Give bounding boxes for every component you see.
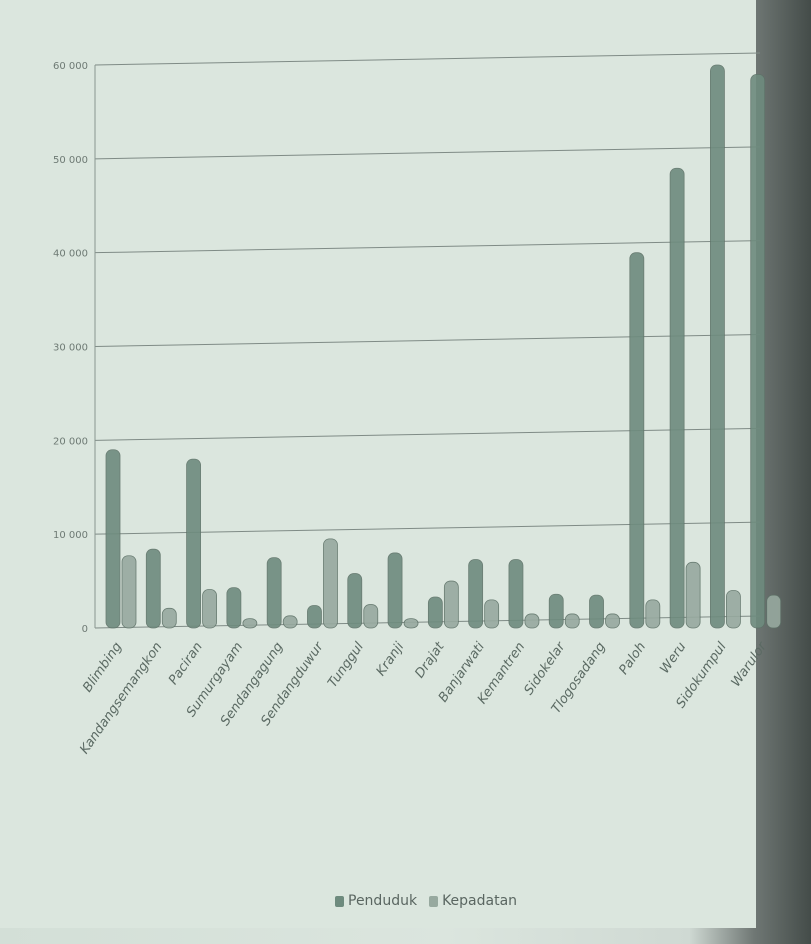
bar-kepadatan-kranji [403, 618, 419, 629]
bar-kepadatan-sumurgayam [242, 618, 258, 629]
bar-penduduk-blimbing [105, 449, 121, 629]
x-tick-label: Kandangsemangkon [77, 640, 165, 757]
bar-penduduk-paloh [629, 252, 645, 629]
bar-kepadatan-sidokumpul [726, 590, 741, 629]
bar-kepadatan-warulor [766, 594, 782, 629]
bar-penduduk-sumurgayam [226, 587, 242, 629]
bar-kepadatan-paloh [645, 599, 661, 629]
x-tick-label: Tunggul [325, 639, 367, 690]
bar-penduduk-drajat [427, 596, 443, 629]
x-tick-label: Paciran [166, 640, 206, 688]
bar-penduduk-sendangagung [266, 557, 282, 629]
bar-penduduk-tunggul [347, 573, 363, 629]
bar-penduduk-weru [669, 167, 685, 629]
y-tick-label: 0 [82, 624, 88, 635]
bar-kepadatan-blimbing [121, 555, 137, 629]
x-tick-label: Warulor [729, 638, 771, 689]
bar-penduduk-warulor [750, 73, 766, 629]
bar-kepadatan-weru [685, 561, 701, 629]
bar-penduduk-tlogosadang [589, 594, 604, 629]
x-tick-label: Paloh [616, 640, 649, 678]
x-tick-label: Drajat [412, 639, 448, 681]
y-tick-label: 50 000 [53, 155, 88, 166]
bar-penduduk-kemantren [508, 559, 524, 629]
y-tick-label: 10 000 [53, 530, 88, 541]
bar-kepadatan-paciran [202, 589, 217, 629]
bar-kepadatan-kemantren [524, 613, 540, 629]
x-tick-label: Weru [657, 640, 689, 677]
bar-penduduk-kranji [387, 552, 403, 629]
bar-penduduk-sidokelar [548, 593, 564, 629]
legend-label-penduduk: Penduduk [348, 893, 418, 909]
legend-item-penduduk: Penduduk [335, 893, 417, 909]
gridline [94, 52, 761, 66]
bar-kepadatan-banjarwati [484, 599, 500, 629]
gridline [94, 334, 761, 347]
x-tick-label: Blimbing [80, 640, 125, 695]
legend: Penduduk Kepadatan [335, 893, 517, 909]
bar-penduduk-sidokumpul [710, 64, 725, 629]
x-tick-label: Kranji [374, 639, 408, 678]
legend-swatch-kepadatan [429, 895, 439, 907]
y-tick-label: 40 000 [53, 249, 88, 260]
bar-kepadatan-sidokelar [564, 613, 580, 629]
bar-kepadatan-sendangduwur [323, 538, 338, 629]
legend-swatch-penduduk [335, 895, 344, 907]
y-tick-label: 60 000 [53, 61, 88, 72]
bar-penduduk-banjarwati [468, 559, 484, 629]
bar-penduduk-kandangsemangkon [145, 548, 161, 629]
bar-kepadatan-tunggul [363, 604, 379, 629]
bar-kepadatan-sendangagung [282, 615, 298, 629]
bar-kepadatan-kandangsemangkon [161, 607, 177, 629]
gridline [94, 427, 761, 441]
bar-penduduk-paciran [186, 458, 201, 629]
bar-penduduk-sendangduwur [307, 605, 322, 629]
bar-kepadatan-drajat [443, 580, 459, 629]
gridline [94, 521, 761, 535]
legend-item-kepadatan: Kepadatan [429, 893, 517, 909]
bar-kepadatan-tlogosadang [605, 613, 620, 629]
gridline [94, 146, 761, 160]
y-tick-label: 30 000 [53, 343, 88, 354]
legend-label-kepadatan: Kepadatan [442, 893, 518, 909]
y-tick-label: 20 000 [53, 436, 88, 447]
gridline [94, 240, 761, 254]
